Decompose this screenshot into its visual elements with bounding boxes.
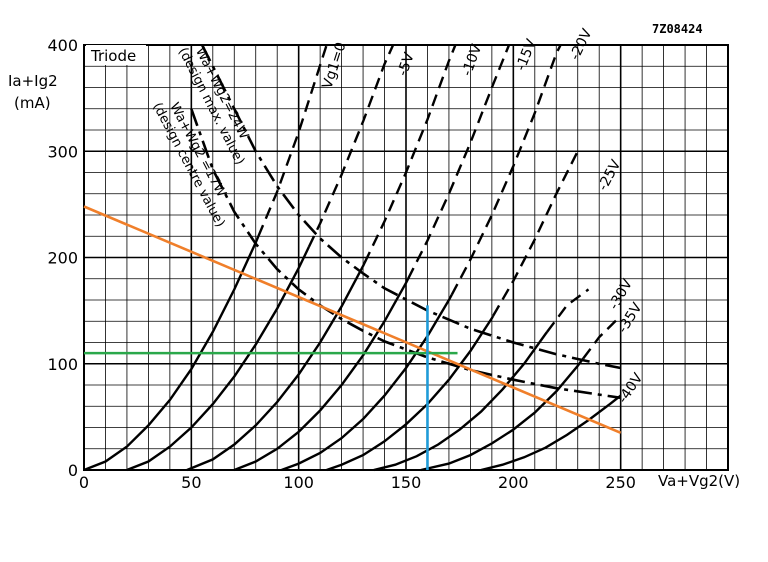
y-axis-title: Ia+Ig2 [8, 72, 58, 90]
curve-labels: Vg1=0 -5V -10V -15V -20V-25V-30V-35V-40VWa+W… [149, 26, 646, 406]
series-line-solid [126, 246, 310, 472]
plot-frame [83, 44, 729, 471]
x-axis-title: Va+Vg2(V) [658, 472, 740, 490]
series-label: -5V [395, 50, 418, 78]
series-line-solid [83, 235, 260, 472]
series-line-dashed [450, 44, 562, 296]
figure-code: 7Z08424 [652, 22, 703, 36]
series-line-solid [326, 315, 495, 472]
dissipation-curve [190, 108, 621, 400]
tick-labels: 0 50 100 150 200 250 0 100 200 300 400 [47, 36, 635, 492]
x-tick-label: 100 [283, 473, 314, 492]
x-tick-label: 200 [498, 473, 529, 492]
y-tick-label: 200 [47, 249, 78, 268]
dissipation-curves [190, 44, 621, 400]
series-line-dashed [582, 315, 622, 360]
series-label: -15V [513, 37, 540, 73]
reference-lines [83, 205, 622, 470]
series-label: -10V [459, 42, 485, 78]
series-curves [83, 44, 622, 472]
series-line-solid [281, 294, 453, 472]
panel-label: Triode [90, 47, 136, 65]
y-tick-label: 300 [47, 142, 78, 161]
load-line [83, 205, 622, 435]
x-tick-label: 0 [79, 473, 89, 492]
y-tick-label: 400 [47, 36, 78, 55]
series-line-solid [186, 262, 366, 472]
series-line-dashed [407, 44, 511, 280]
x-tick-label: 250 [605, 473, 636, 492]
series-line-dashed [363, 44, 457, 264]
series-line-dashed [546, 288, 590, 333]
y-tick-label: 100 [47, 355, 78, 374]
grid [83, 44, 729, 471]
dissipation-curve [200, 44, 621, 370]
y-tick-label: 0 [68, 461, 78, 480]
panel-label-box [86, 45, 146, 65]
series-line-solid [233, 278, 410, 472]
x-tick-label: 150 [391, 473, 422, 492]
series-label: Vg1=0 [319, 40, 349, 91]
series-line-solid [480, 394, 622, 472]
x-tick-label: 50 [181, 473, 201, 492]
series-line-dashed [257, 44, 328, 237]
series-line-solid [373, 331, 549, 472]
series-line-dashed [307, 44, 395, 248]
series-line-solid [420, 357, 585, 472]
y-axis-unit: (mA) [14, 94, 51, 112]
series-line-dashed [492, 150, 579, 317]
